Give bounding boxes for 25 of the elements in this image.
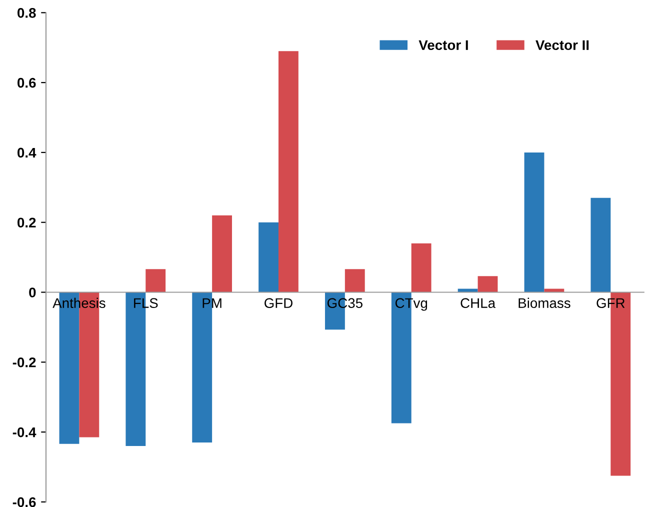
x-tick-label: Biomass — [518, 298, 570, 308]
bar — [344, 269, 365, 292]
x-tick-label: GFD — [264, 298, 292, 308]
bar — [590, 198, 611, 292]
y-tick-label: -0.2 — [12, 357, 36, 368]
bar — [278, 51, 298, 292]
bar — [524, 152, 544, 292]
bar — [411, 243, 432, 292]
legend-label: Vector I — [418, 40, 468, 50]
y-tick-label: -0.6 — [12, 497, 36, 507]
y-tick-label: 0.2 — [18, 218, 36, 228]
bar — [146, 269, 166, 292]
legend-label: Vector II — [536, 40, 589, 50]
y-tick-label: 0 — [29, 288, 36, 298]
x-tick-label: Anthesis — [52, 298, 106, 308]
x-tick-label: CHLa — [460, 298, 496, 308]
y-tick-label: 0.4 — [18, 148, 36, 158]
y-tick-label: -0.4 — [12, 427, 36, 438]
bar — [258, 222, 278, 292]
x-tick-label: GFR — [596, 298, 625, 308]
y-tick-label: 0.8 — [18, 8, 36, 18]
y-tick-label: 0.6 — [18, 78, 36, 88]
bar — [478, 276, 498, 292]
x-tick-label: GC35 — [327, 298, 362, 308]
bar — [212, 215, 232, 292]
